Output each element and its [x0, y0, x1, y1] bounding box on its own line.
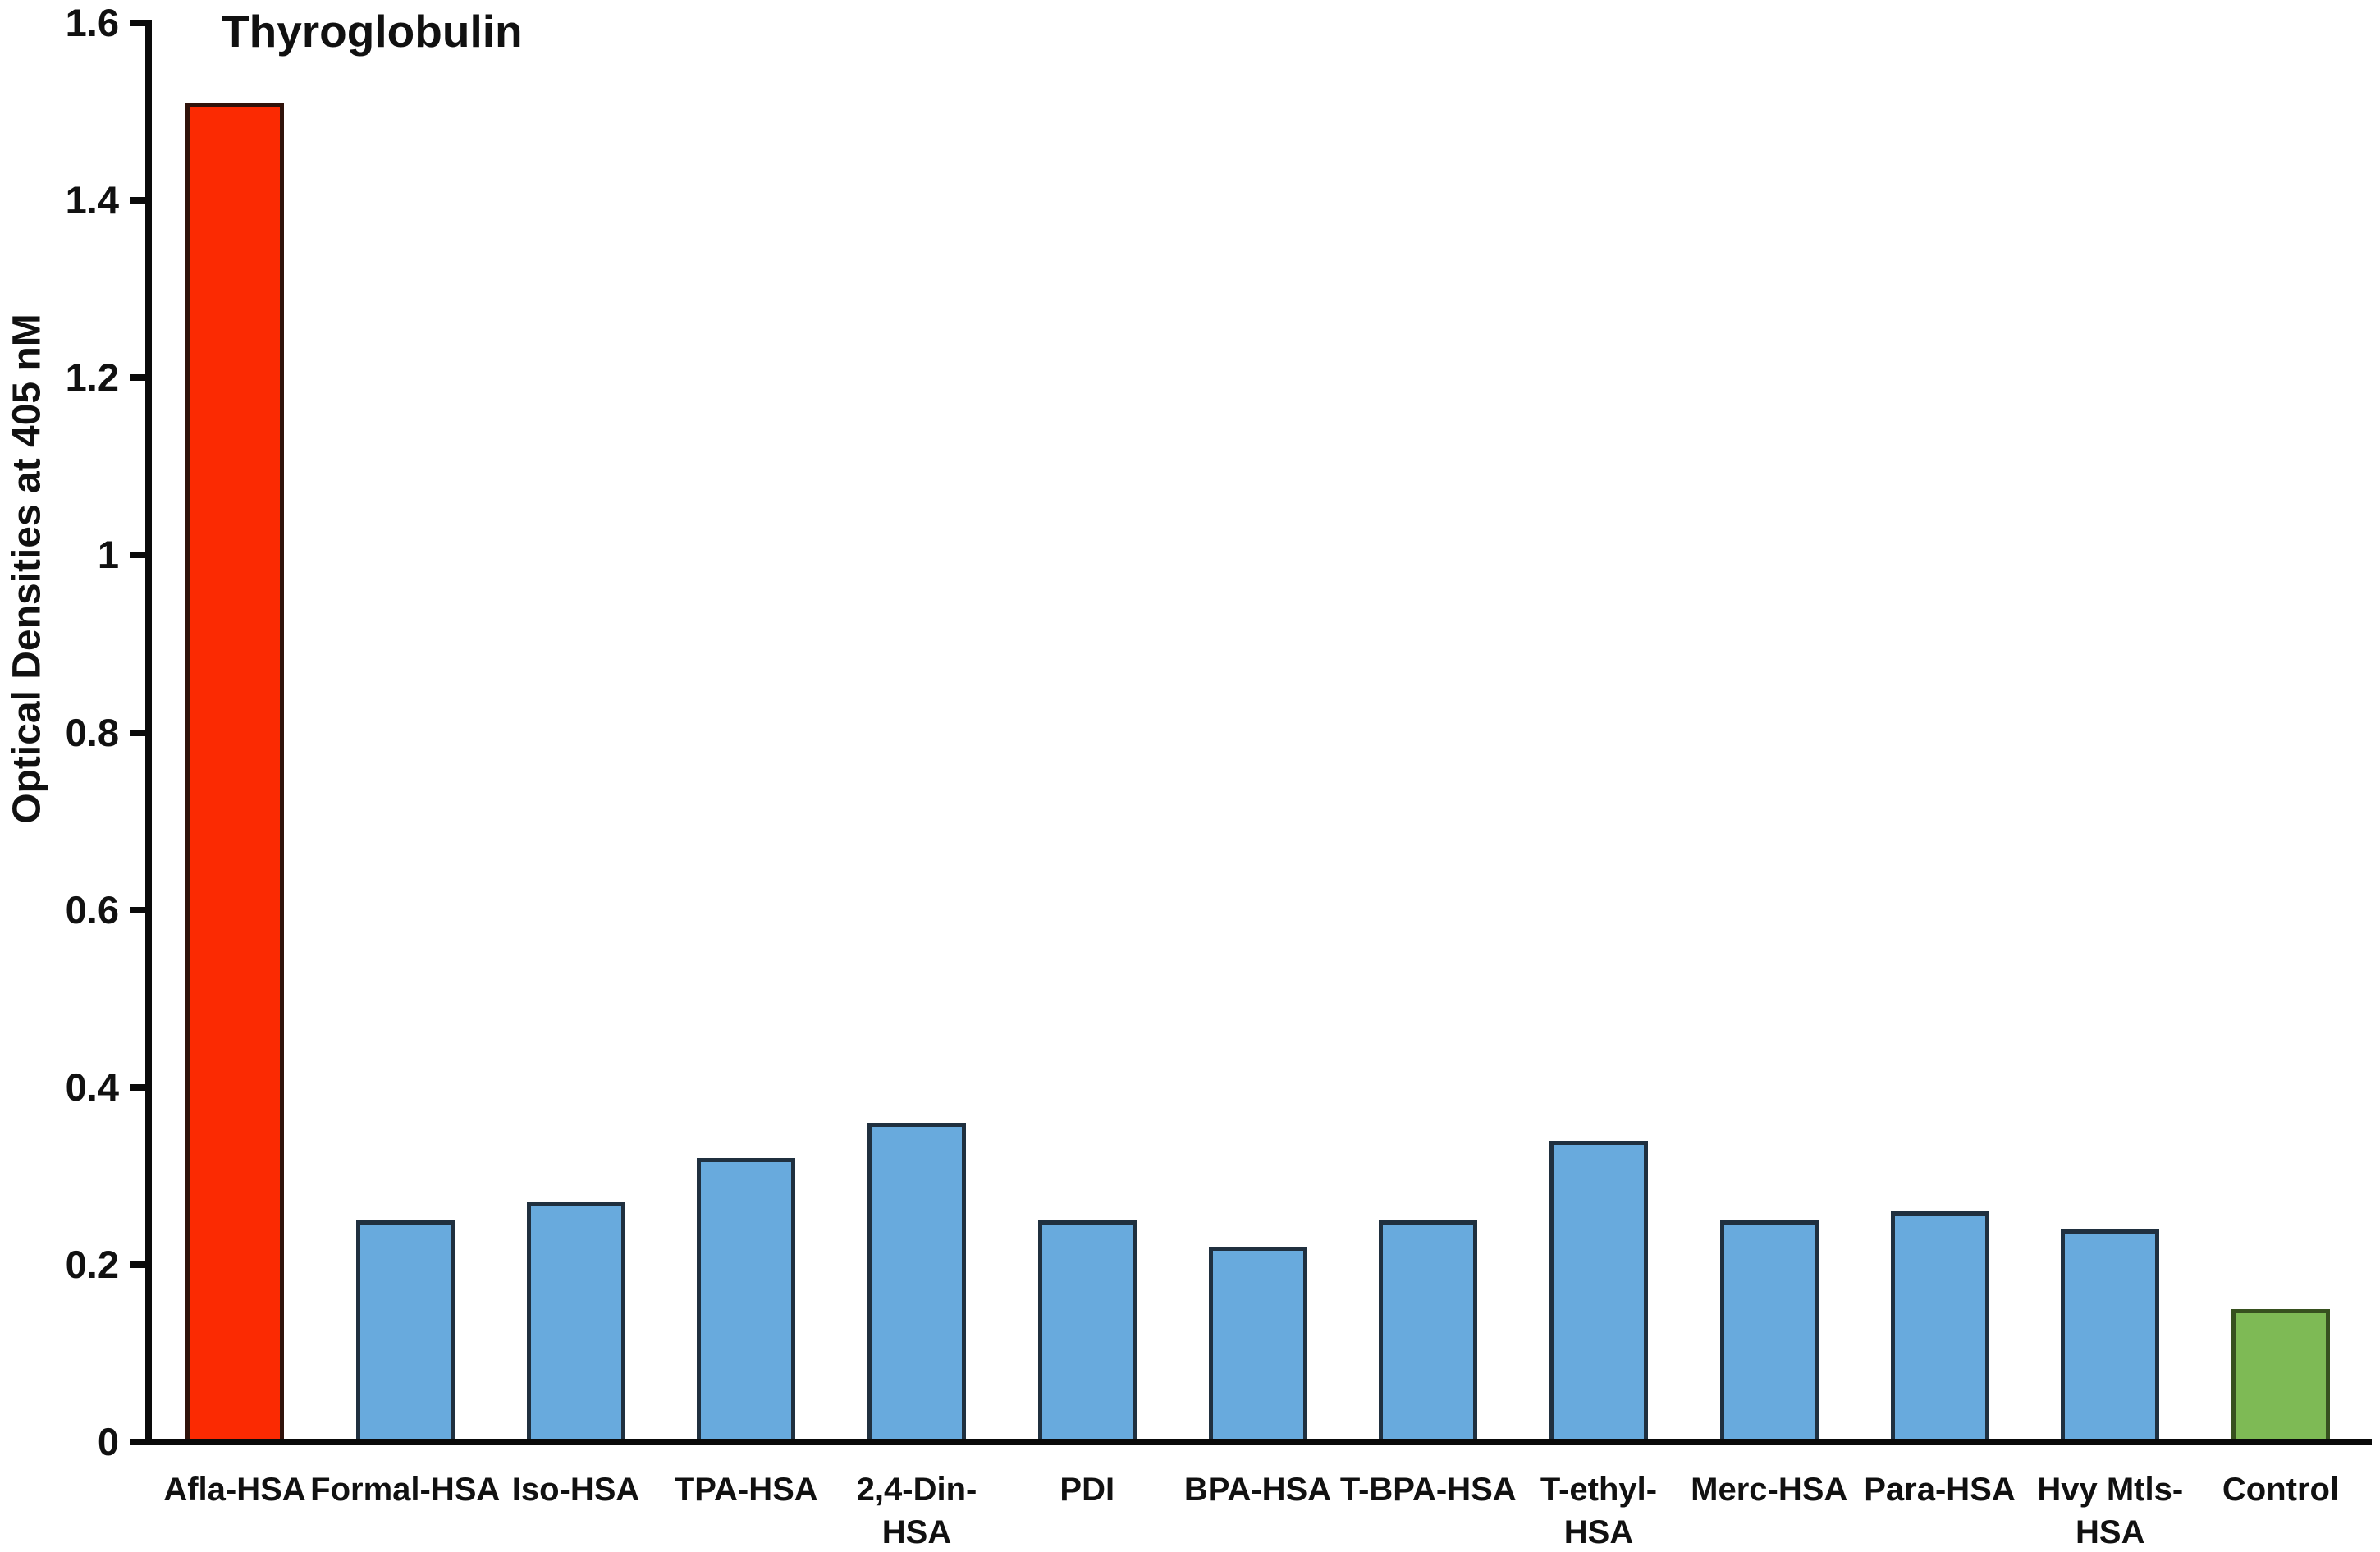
- bar-label: Formal-HSA: [299, 1468, 512, 1511]
- bar-label-line: PDI: [1060, 1472, 1115, 1508]
- bar-label-line: HSA: [881, 1514, 952, 1550]
- bar-label: Iso-HSA: [469, 1468, 683, 1511]
- bar-label-line: HSA: [1563, 1514, 1634, 1550]
- bar-label: Para-HSA: [1833, 1468, 2047, 1511]
- bar-control: [2231, 1308, 2330, 1444]
- bar-formal-hsa: [355, 1220, 455, 1444]
- y-tick-label: 1.2: [65, 355, 119, 400]
- bar-t-bpa-hsa: [1379, 1220, 1478, 1444]
- y-tick-label: 0.6: [65, 887, 119, 932]
- bar-pdi: [1037, 1220, 1137, 1444]
- y-tick-mark: [130, 1439, 152, 1445]
- y-tick-mark: [130, 20, 152, 26]
- bar-iso-hsa: [526, 1202, 625, 1444]
- bar-label: Afla-HSA: [128, 1468, 341, 1511]
- y-tick-mark: [130, 906, 152, 913]
- bar-afla-hsa: [185, 103, 284, 1444]
- bar-t-ethyl-hsa: [1549, 1140, 1648, 1444]
- y-tick-mark: [130, 374, 152, 382]
- bar-label-line: T-BPA-HSA: [1339, 1472, 1517, 1508]
- bar-label-line: Iso-HSA: [511, 1472, 640, 1508]
- bar-label: TPA-HSA: [639, 1468, 853, 1511]
- y-tick-label: 0.8: [65, 710, 119, 754]
- y-tick-mark: [130, 552, 152, 559]
- bar-label-line: Formal-HSA: [310, 1472, 501, 1508]
- bar-label-line: Control: [2222, 1472, 2340, 1508]
- bar-label: Control: [2174, 1468, 2380, 1511]
- bar-bpa-hsa: [1208, 1247, 1307, 1444]
- y-tick-label: 1.4: [65, 178, 119, 222]
- bar-label-line: HSA: [2076, 1514, 2145, 1550]
- bar-label: T-ethyl- HSA: [1492, 1468, 1705, 1552]
- y-tick-mark: [130, 729, 152, 736]
- y-tick-label: 0: [97, 1420, 119, 1463]
- bar-label-line: Hvy Mtls-: [2037, 1472, 2184, 1508]
- bar-hvy-mtls-hsa: [2061, 1229, 2160, 1444]
- y-tick-label: 1.6: [65, 1, 119, 44]
- bar-label-line: TPA-HSA: [674, 1472, 818, 1508]
- bar-2-4-din-hsa: [867, 1122, 966, 1444]
- y-tick-label: 0.2: [65, 1242, 119, 1286]
- x-axis-line: [130, 1439, 2372, 1445]
- bar-label: Hvy Mtls- HSA: [2003, 1468, 2217, 1552]
- bar-label-line: Para-HSA: [1864, 1472, 2016, 1508]
- bar-label-line: 2,4-Din-: [856, 1472, 977, 1508]
- bar-label-line: T-ethyl-: [1540, 1472, 1658, 1508]
- bar-label: PDI: [981, 1468, 1194, 1511]
- y-tick-label: 0.4: [65, 1064, 119, 1109]
- bar-label-line: Afla-HSA: [163, 1472, 306, 1508]
- y-tick-mark: [130, 1083, 152, 1091]
- bar-label-line: BPA-HSA: [1183, 1472, 1332, 1508]
- bar-merc-hsa: [1719, 1220, 1819, 1444]
- y-tick-mark: [130, 1261, 152, 1268]
- chart-title: Thyroglobulin: [222, 6, 523, 57]
- y-tick-mark: [130, 197, 152, 204]
- bar-label: 2,4-Din- HSA: [810, 1468, 1023, 1552]
- bar-label-line: Merc-HSA: [1691, 1472, 1848, 1508]
- bar-para-hsa: [1890, 1211, 1989, 1444]
- bar-tpa-hsa: [697, 1158, 796, 1444]
- bar-label: BPA-HSA: [1151, 1468, 1365, 1511]
- bar-label: T-BPA-HSA: [1321, 1468, 1535, 1511]
- y-tick-label: 1: [97, 533, 119, 577]
- bar-label: Merc-HSA: [1663, 1468, 1876, 1511]
